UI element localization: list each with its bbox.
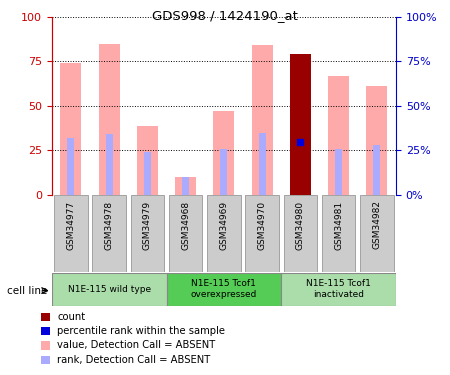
Text: cell line: cell line: [7, 286, 47, 296]
Bar: [137, 126, 158, 195]
Bar: [166, 273, 281, 306]
Text: GSM34982: GSM34982: [373, 200, 382, 249]
Bar: [281, 273, 396, 306]
Bar: [290, 54, 311, 195]
Bar: [169, 195, 202, 272]
Bar: [52, 273, 166, 306]
Bar: [54, 195, 88, 272]
Bar: [252, 45, 273, 195]
Text: GSM34979: GSM34979: [143, 200, 152, 249]
Text: GSM34978: GSM34978: [104, 200, 113, 249]
Bar: [68, 138, 74, 195]
Bar: [207, 195, 241, 272]
Text: percentile rank within the sample: percentile rank within the sample: [57, 326, 225, 336]
Bar: [130, 195, 164, 272]
Bar: [284, 195, 317, 272]
Bar: [92, 195, 126, 272]
Bar: [220, 149, 227, 195]
Bar: [144, 152, 151, 195]
Text: GSM34968: GSM34968: [181, 200, 190, 249]
Bar: [106, 135, 112, 195]
Bar: [182, 177, 189, 195]
Bar: [245, 195, 279, 272]
Text: GSM34970: GSM34970: [257, 200, 266, 249]
Text: GSM34980: GSM34980: [296, 200, 305, 249]
Text: GDS998 / 1424190_at: GDS998 / 1424190_at: [152, 9, 298, 22]
Text: N1E-115 Tcof1
overexpressed: N1E-115 Tcof1 overexpressed: [191, 279, 257, 299]
Text: value, Detection Call = ABSENT: value, Detection Call = ABSENT: [57, 340, 216, 350]
Text: GSM34977: GSM34977: [67, 200, 76, 249]
Bar: [322, 195, 356, 272]
Bar: [99, 44, 120, 195]
Bar: [213, 111, 234, 195]
Bar: [175, 177, 196, 195]
Bar: [335, 149, 342, 195]
Bar: [259, 133, 266, 195]
Bar: [366, 86, 387, 195]
Text: N1E-115 Tcof1
inactivated: N1E-115 Tcof1 inactivated: [306, 279, 371, 299]
Bar: [360, 195, 394, 272]
Text: GSM34969: GSM34969: [220, 200, 228, 249]
Text: GSM34981: GSM34981: [334, 200, 343, 249]
Bar: [60, 63, 81, 195]
Bar: [328, 76, 349, 195]
Text: count: count: [57, 312, 86, 322]
Text: rank, Detection Call = ABSENT: rank, Detection Call = ABSENT: [57, 355, 211, 364]
Point: [297, 139, 304, 145]
Text: N1E-115 wild type: N1E-115 wild type: [68, 285, 151, 294]
Bar: [374, 145, 380, 195]
